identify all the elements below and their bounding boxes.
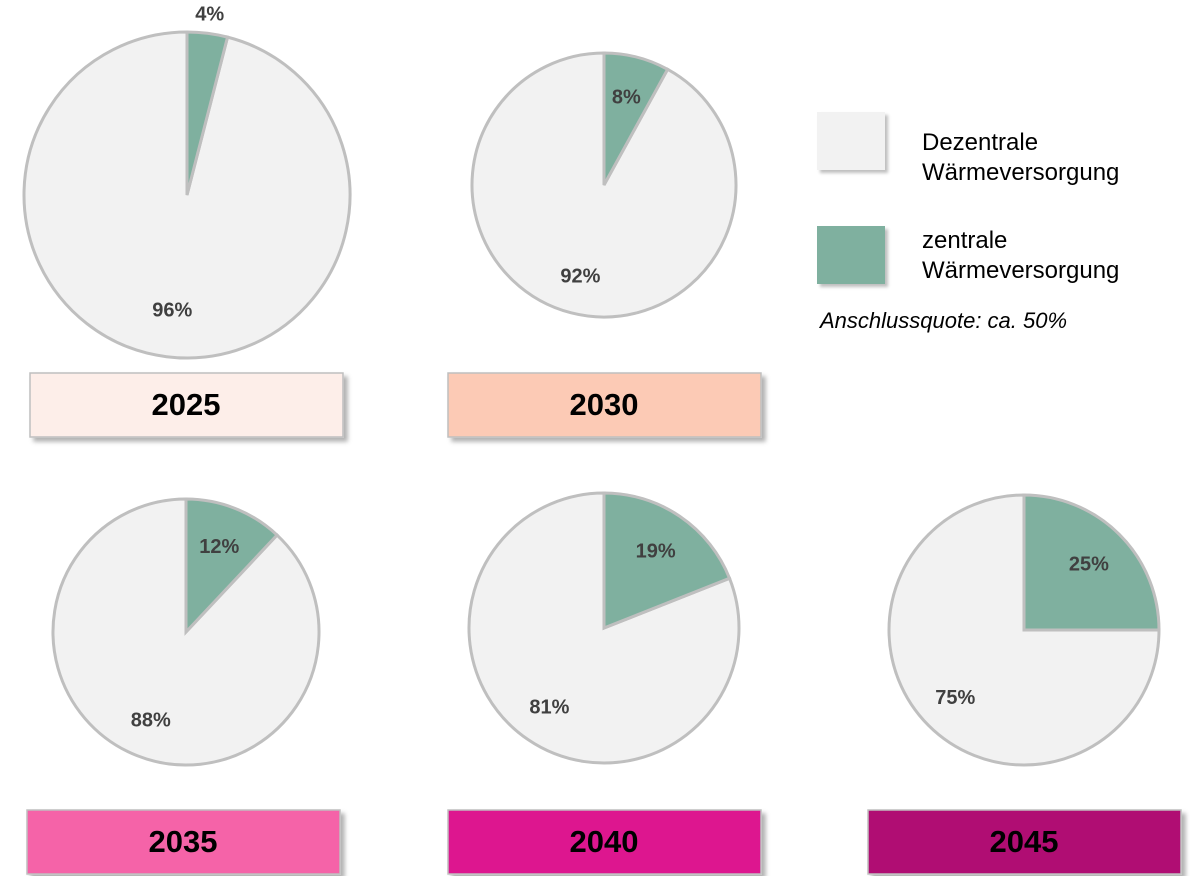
pie-slice [602, 491, 732, 631]
pie-slice [602, 51, 670, 186]
value-label: 12% [199, 536, 239, 558]
value-label: 75% [935, 687, 975, 709]
value-label: 96% [152, 300, 192, 322]
value-label: 88% [131, 709, 171, 731]
legend-swatch [817, 112, 885, 170]
pie-slice [185, 30, 230, 196]
title-box [867, 809, 1182, 875]
legend-swatch [817, 226, 885, 284]
pie-slice [184, 497, 280, 636]
chart-title: 2045 [990, 824, 1059, 859]
value-label: 8% [612, 86, 641, 108]
legend-label: zentrale Wärmeversorgung [922, 227, 1120, 284]
legend-label: Dezentrale Wärmeversorgung [922, 129, 1120, 186]
title-box [29, 372, 344, 438]
title-box [447, 372, 762, 438]
value-label: 92% [560, 265, 600, 287]
chart-title: 2040 [570, 824, 639, 859]
chart-title: 2025 [152, 387, 221, 422]
title-box [447, 809, 762, 875]
chart-title: 2035 [149, 824, 218, 859]
value-label: 81% [529, 697, 569, 719]
value-label: 25% [1069, 553, 1109, 575]
chart-title: 2030 [570, 387, 639, 422]
pie-slice [470, 51, 738, 319]
value-label: 19% [636, 540, 676, 562]
value-label: 4% [195, 4, 224, 26]
title-box [26, 809, 341, 875]
pie-slice [1022, 493, 1161, 632]
note: Anschlussquote: ca. 50% [820, 308, 1068, 333]
